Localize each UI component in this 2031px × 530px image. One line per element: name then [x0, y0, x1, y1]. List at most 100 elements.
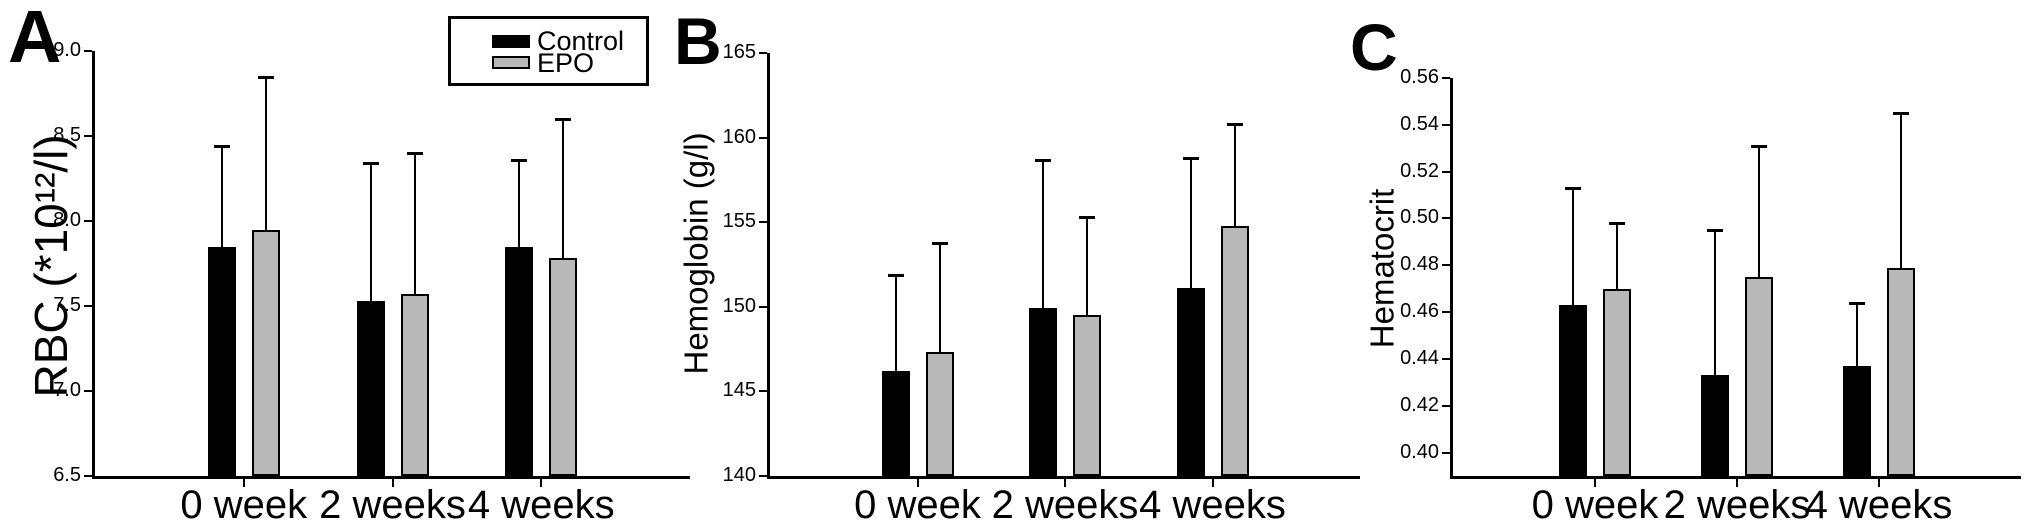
error-cap-epo-2weeks	[1751, 144, 1767, 148]
y-tick	[759, 136, 767, 139]
bar-control-0week	[207, 246, 236, 476]
x-tick	[1736, 479, 1738, 487]
y-tick-label: 165	[722, 41, 756, 63]
error-cap-epo-4weeks	[1893, 112, 1909, 116]
legend: Control EPO	[448, 16, 649, 86]
x-tick-label: 0 week	[854, 483, 981, 527]
error-bar-epo-4weeks	[1900, 113, 1902, 270]
bar-epo-0week	[251, 229, 280, 476]
bar-control-2weeks	[356, 300, 385, 476]
bar-control-4weeks	[1176, 288, 1205, 476]
error-bar-control-2weeks	[1042, 159, 1044, 311]
bar-control-0week	[1559, 305, 1587, 476]
x-tick-label: 4 weeks	[1805, 483, 1953, 527]
y-tick	[1442, 357, 1450, 360]
error-bar-control-2weeks	[1714, 230, 1716, 378]
y-tick	[1442, 217, 1450, 220]
bar-epo-0week	[925, 352, 954, 476]
x-axis-line	[767, 476, 1360, 479]
error-bar-epo-2weeks	[413, 153, 416, 297]
error-cap-epo-0week	[931, 241, 948, 245]
y-tick	[1442, 451, 1450, 454]
error-cap-control-2weeks	[1035, 158, 1051, 162]
error-cap-control-0week	[1565, 187, 1581, 191]
x-tick	[242, 479, 245, 487]
bar-epo-4weeks	[549, 258, 578, 476]
error-bar-control-2weeks	[369, 163, 372, 303]
y-axis-title: RBC (*10¹²/l)	[25, 134, 78, 398]
y-tick	[84, 135, 92, 137]
bar-epo-2weeks	[1073, 315, 1101, 476]
x-tick	[540, 479, 543, 487]
y-tick-label: 145	[722, 379, 756, 402]
y-tick-label: 8.5	[53, 124, 81, 146]
y-tick-label: 6.5	[53, 464, 81, 486]
x-tick	[391, 479, 394, 487]
legend-label-control: Control	[537, 26, 625, 56]
bar-control-0week	[881, 371, 910, 476]
y-axis-line	[92, 51, 95, 479]
y-tick-label: 140	[722, 464, 756, 486]
y-tick-label: 155	[722, 210, 756, 233]
x-tick-label: 2 weeks	[991, 483, 1139, 527]
x-tick	[1878, 479, 1880, 487]
y-tick	[1442, 311, 1450, 314]
error-bar-control-4weeks	[518, 159, 521, 249]
error-cap-epo-2weeks	[406, 152, 423, 155]
y-tick	[84, 475, 92, 477]
y-tick-label: 0.52	[1400, 159, 1439, 182]
y-axis-line	[1450, 78, 1453, 479]
bar-control-2weeks	[1029, 308, 1057, 476]
error-bar-control-0week	[1572, 188, 1574, 308]
y-tick	[84, 390, 92, 392]
y-tick-label: 8.0	[53, 209, 81, 231]
y-tick-label: 0.48	[1400, 253, 1439, 276]
bar-control-4weeks	[1843, 365, 1871, 476]
y-tick	[1442, 123, 1450, 126]
error-cap-epo-4weeks	[555, 118, 572, 121]
x-tick	[1594, 479, 1596, 487]
x-tick	[1064, 479, 1066, 487]
y-tick-label: 7.5	[53, 294, 81, 316]
bar-epo-4weeks	[1887, 267, 1915, 476]
y-tick	[759, 221, 767, 224]
x-tick-label: 4 weeks	[1139, 483, 1286, 527]
bar-epo-4weeks	[1220, 225, 1249, 476]
error-cap-epo-4weeks	[1226, 123, 1243, 127]
error-bar-epo-4weeks	[1233, 124, 1236, 228]
error-bar-control-0week	[894, 274, 897, 374]
error-cap-control-0week	[213, 145, 230, 149]
x-axis-line	[92, 476, 690, 479]
error-cap-epo-0week	[1609, 222, 1625, 226]
y-tick-label: 7.0	[53, 379, 81, 401]
error-cap-control-2weeks	[362, 162, 379, 166]
y-tick-label: 150	[722, 294, 756, 317]
bar-epo-2weeks	[1745, 277, 1773, 476]
x-tick	[916, 479, 919, 487]
y-tick	[1442, 404, 1450, 407]
x-axis-line	[1450, 476, 2021, 479]
error-bar-control-4weeks	[1856, 302, 1858, 368]
y-tick-label: 0.46	[1400, 300, 1439, 323]
panel-label-A: A	[8, 0, 62, 78]
x-tick-label: 4 weeks	[467, 483, 615, 527]
error-cap-control-4weeks	[1182, 156, 1199, 160]
y-axis-line	[767, 53, 770, 479]
y-tick	[84, 305, 92, 307]
y-tick	[84, 50, 92, 52]
bar-control-2weeks	[1701, 375, 1729, 476]
error-bar-epo-2weeks	[1758, 145, 1760, 279]
legend-swatch-epo	[492, 56, 530, 69]
x-tick	[1211, 479, 1214, 487]
x-tick-label: 2 weeks	[319, 483, 466, 527]
error-cap-epo-2weeks	[1079, 216, 1095, 220]
y-tick-label: 0.50	[1400, 206, 1439, 229]
y-tick-label: 0.56	[1400, 66, 1439, 88]
bar-epo-2weeks	[400, 294, 429, 476]
panel-label-C: C	[1350, 10, 1398, 84]
error-cap-control-4weeks	[1849, 301, 1865, 305]
error-bar-epo-0week	[1616, 223, 1618, 291]
error-bar-epo-0week	[938, 242, 941, 355]
legend-label-epo: EPO	[537, 48, 595, 78]
y-tick	[759, 475, 767, 477]
